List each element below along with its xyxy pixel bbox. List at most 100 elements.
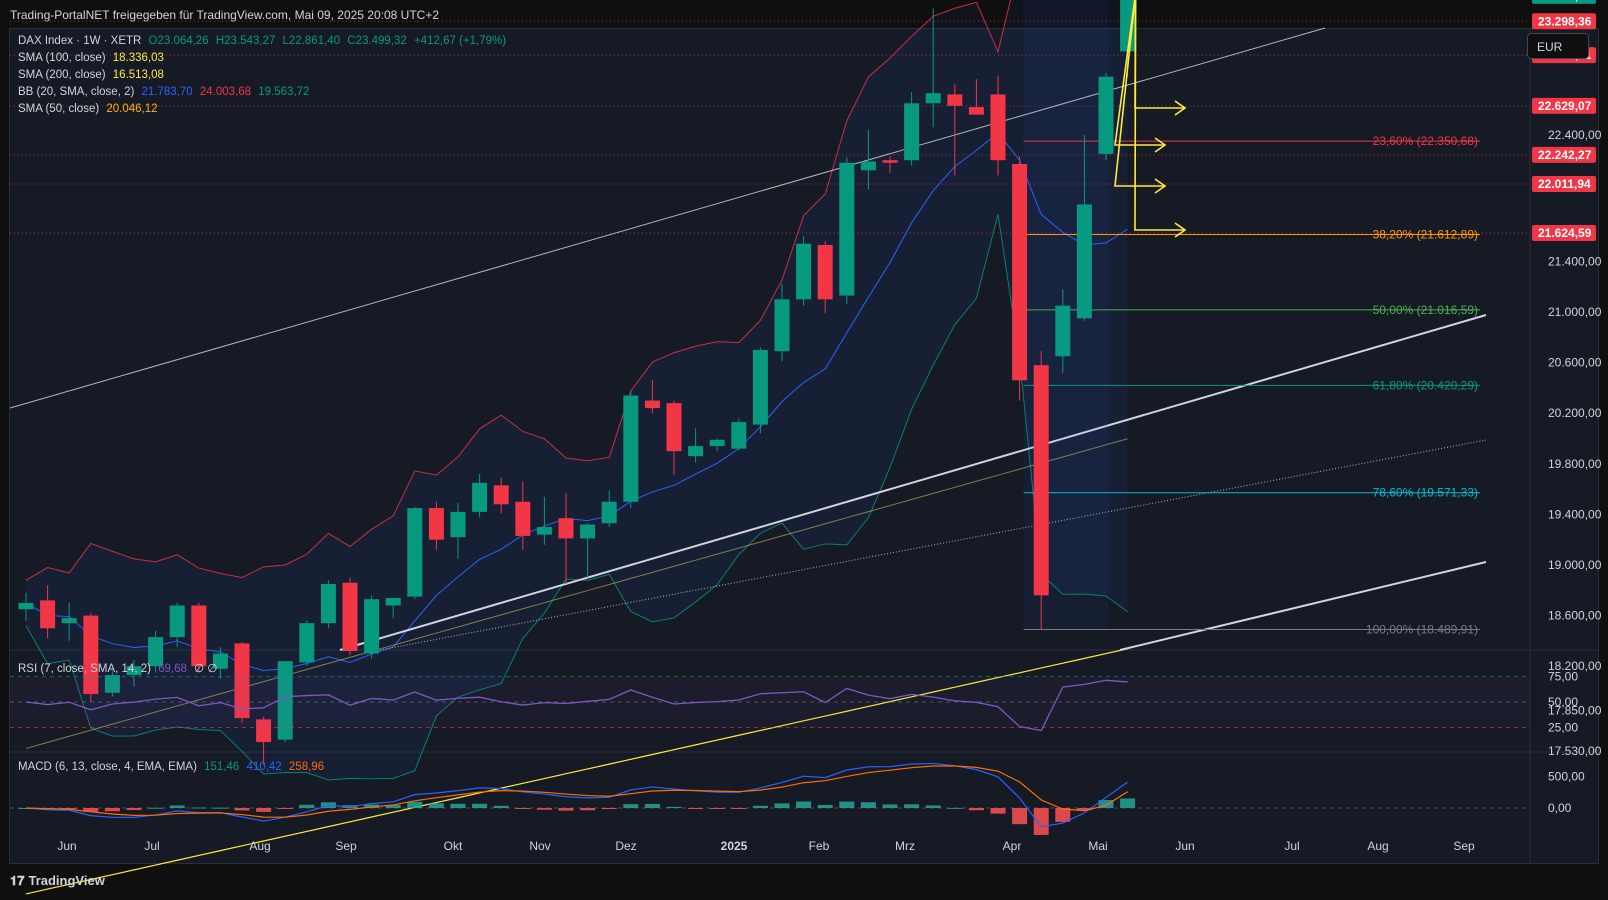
macd-histogram-bar	[472, 803, 488, 808]
candle-body	[342, 582, 358, 652]
sma100-value: 18.336,03	[112, 52, 164, 64]
candle-body	[18, 602, 34, 610]
annotation-arrowhead	[1174, 222, 1187, 238]
fib-level-label: 61,80% (20.420,29)	[1373, 378, 1478, 392]
macd-histogram-bar	[904, 804, 920, 808]
macd-histogram-bar	[299, 804, 315, 808]
time-axis-label: Aug	[1367, 839, 1388, 853]
time-axis-label: Jun	[1175, 839, 1194, 853]
candle-body	[623, 395, 639, 502]
symbol-legend: DAX Index · 1W · XETR O23.064,26 H23.543…	[18, 35, 506, 47]
candle-body	[234, 643, 250, 719]
price-tag	[1532, 13, 1596, 30]
annotation-arrow	[1114, 0, 1165, 146]
candle-body	[83, 615, 99, 695]
bollinger-upper	[25, 0, 1012, 581]
tradingview-brand[interactable]: 𝟏𝟕 TradingView	[10, 873, 105, 889]
macd-histogram-bar	[385, 804, 401, 808]
ohlc-close: C23.499,32	[347, 35, 407, 47]
annotation-arrow	[1134, 0, 1185, 231]
macd-histogram-bar	[1120, 798, 1136, 808]
macd-histogram-bar	[947, 807, 963, 809]
sma100-legend[interactable]: SMA (100, close) 18.336,03	[18, 52, 164, 64]
sma200-line	[25, 648, 1128, 895]
candle-body	[536, 527, 552, 535]
macd-histogram-bar	[148, 807, 164, 809]
tradingview-logo-icon: 𝟏𝟕	[10, 873, 25, 888]
candle-body	[731, 422, 747, 449]
price-axis-label: 17.530,00	[1548, 744, 1602, 758]
candle-body	[277, 661, 293, 740]
candle-body	[256, 719, 272, 743]
candle-body	[515, 501, 531, 536]
price-tag	[1532, 224, 1596, 241]
macd-histogram-bar	[774, 803, 790, 808]
macd-label: MACD (6, 13, close, 4, EMA, EMA)	[18, 761, 197, 773]
price-tag	[1532, 175, 1596, 192]
fib-level-label: 100,00% (18.489,91)	[1366, 623, 1478, 637]
price-axis-label: 21.000,00	[1548, 305, 1602, 319]
macd-histogram-bar	[83, 808, 99, 812]
time-axis-label: Sep	[335, 839, 357, 853]
macd-legend[interactable]: MACD (6, 13, close, 4, EMA, EMA) 151,46 …	[18, 761, 324, 773]
annotation-arrow	[1114, 0, 1165, 187]
macd-histogram-bar	[925, 805, 941, 808]
price-tag	[1532, 0, 1596, 4]
candle-body	[104, 675, 120, 693]
macd-histogram-bar	[990, 808, 1006, 814]
ohlc-high: H23.543,27	[215, 35, 276, 47]
channel-middle-line	[339, 314, 1487, 651]
price-pane	[10, 29, 1530, 649]
time-axis-label: Feb	[809, 839, 830, 853]
macd-histogram-bar	[558, 808, 574, 811]
price-tag	[1532, 146, 1596, 163]
ohlc-low: L22.861,40	[282, 35, 341, 47]
macd-signal-line	[25, 765, 1128, 818]
candle-body	[882, 160, 898, 163]
candle-body	[191, 605, 207, 667]
candle-body	[385, 597, 401, 606]
symbol-name[interactable]: DAX Index · 1W · XETR	[18, 35, 142, 47]
candle-body	[320, 583, 336, 624]
publisher-text: Trading-PortalNET freigegeben für Tradin…	[10, 8, 440, 22]
time-axis-label: Jul	[144, 839, 159, 853]
macd-histogram-bar	[731, 808, 747, 809]
publisher-bar: Trading-PortalNET freigegeben für Tradin…	[0, 0, 1608, 28]
candle-body	[666, 403, 682, 452]
price-axis-label: 17.850,00	[1548, 703, 1602, 717]
macd-histogram-bar	[623, 804, 639, 808]
sma50-legend[interactable]: SMA (50, close) 20.046,12	[18, 103, 158, 115]
sma200-label: SMA (200, close)	[18, 69, 106, 81]
price-axis-label: 20.200,00	[1548, 406, 1602, 420]
macd-histogram-bar	[536, 808, 552, 810]
candle-body	[364, 599, 380, 654]
candle-body	[450, 511, 466, 538]
currency-selector[interactable]: EUR	[1527, 33, 1589, 59]
annotation-arrowhead	[1154, 178, 1167, 194]
candle-body	[968, 107, 984, 115]
macd-histogram-bar	[1012, 808, 1028, 825]
fib-level-label: 23,60% (22.350,68)	[1373, 134, 1478, 148]
macd-histogram-bar	[688, 808, 704, 809]
sma200-legend[interactable]: SMA (200, close) 16.513,08	[18, 69, 164, 81]
sma100-line	[25, 438, 1128, 749]
candle-body	[1012, 163, 1028, 381]
candle-body	[472, 482, 488, 512]
time-axis-label: Aug	[249, 839, 270, 853]
candle-body	[709, 439, 725, 447]
macd-histogram-bar	[407, 801, 423, 808]
candle-body	[860, 161, 876, 171]
time-axis-label: Sep	[1453, 839, 1475, 853]
price-axis-label: 20.600,00	[1548, 356, 1602, 370]
price-axis-label: 22.400,00	[1548, 128, 1602, 142]
bb-basis-value: 21.783,70	[141, 86, 193, 98]
bb-legend[interactable]: BB (20, SMA, close, 2) 21.783,70 24.003,…	[18, 86, 309, 98]
rsi-legend[interactable]: RSI (7, close, SMA, 14, 2) 69,68 ∅ ∅	[18, 661, 217, 675]
macd-histogram-bar	[234, 808, 250, 811]
macd-histogram-bar	[191, 807, 207, 809]
candle-body	[774, 299, 790, 352]
macd-histogram-bar	[277, 808, 293, 809]
macd-histogram-bar	[104, 808, 120, 812]
macd-histogram-bar	[493, 805, 509, 808]
